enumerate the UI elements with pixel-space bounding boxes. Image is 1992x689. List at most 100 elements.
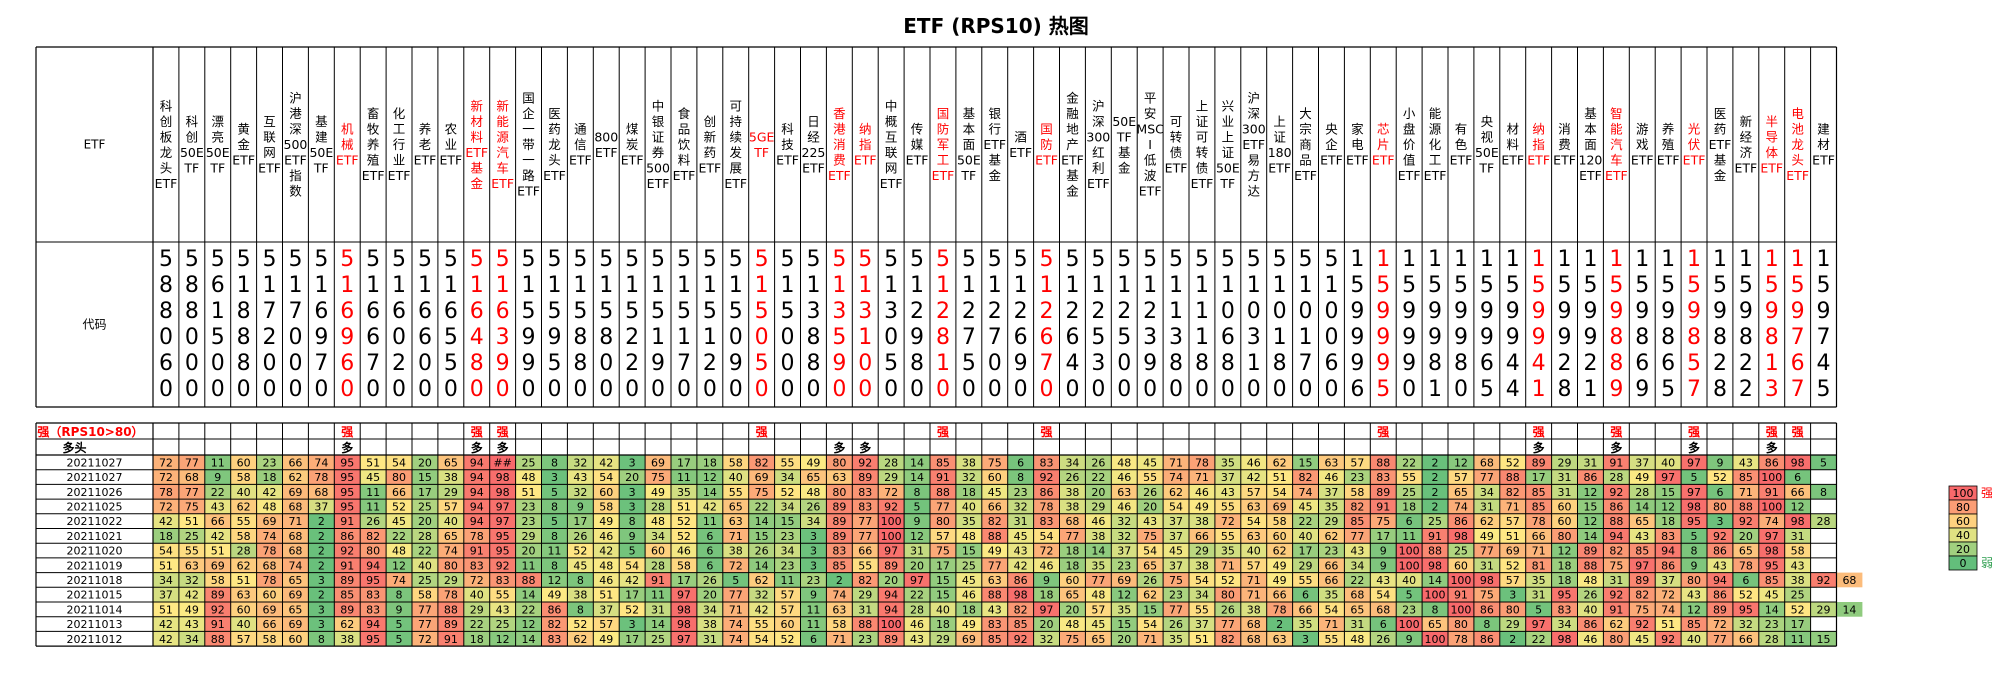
heat-cell — [1137, 543, 1164, 558]
heat-value: 46 — [1583, 633, 1597, 646]
heat-value: 88 — [1428, 545, 1442, 558]
heat-cell — [178, 602, 205, 617]
heat-cell — [204, 543, 231, 558]
heat-cell — [1499, 616, 1526, 632]
heat-value: 15 — [1143, 603, 1157, 616]
heat-cell — [1240, 616, 1267, 632]
heat-value: 9 — [1691, 559, 1698, 572]
heat-cell — [1681, 616, 1707, 632]
heat-cell — [774, 557, 801, 573]
heat-cell — [1007, 484, 1034, 500]
heat-value: 8 — [551, 559, 558, 572]
heat-value: 82 — [858, 574, 872, 587]
heat-cell — [308, 528, 335, 544]
heat-cell — [1784, 484, 1811, 500]
heat-cell — [955, 543, 982, 558]
heat-cell — [1085, 572, 1112, 588]
heat-value: 8 — [551, 456, 558, 469]
heat-value: 89 — [832, 515, 846, 528]
heat-value: 12 — [703, 471, 717, 484]
heat-value: 52 — [1221, 574, 1235, 587]
heat-value: 22 — [418, 545, 432, 558]
heat-cell — [1499, 528, 1526, 544]
heat-cell — [412, 543, 438, 558]
heat-value: 68 — [1065, 515, 1079, 528]
heat-cell — [1603, 499, 1630, 514]
heat-cell — [1240, 602, 1267, 617]
heat-cell — [696, 513, 723, 529]
heat-value: 91 — [1428, 530, 1442, 543]
heat-cell — [1810, 484, 1837, 500]
heat-cell — [1422, 455, 1448, 470]
etf-name: 沪深 300 ETF 易方达 — [1242, 91, 1266, 199]
heat-cell — [1137, 499, 1164, 514]
heat-cell — [463, 455, 490, 470]
heat-value: 8 — [914, 486, 921, 499]
heat-value: 14 — [1428, 574, 1442, 587]
bull-mark: 多 — [1610, 440, 1622, 455]
heat-cell — [1007, 587, 1034, 602]
heat-cell — [153, 499, 179, 514]
heat-value: 91 — [444, 633, 458, 646]
heat-value: 100 — [1761, 471, 1782, 484]
heat-cell — [282, 602, 309, 617]
heat-value: 74 — [314, 456, 328, 469]
heat-cell — [1344, 572, 1371, 588]
heat-cell — [1007, 572, 1034, 588]
heat-value: 28 — [1765, 633, 1779, 646]
heat-cell — [1085, 469, 1112, 485]
heat-cell — [1473, 455, 1500, 470]
row-date: 20211019 — [67, 559, 123, 572]
heat-value: 2 — [1509, 633, 1516, 646]
heat-cell — [800, 513, 827, 529]
heat-value: 42 — [599, 456, 613, 469]
heat-value: 12 — [910, 530, 924, 543]
heat-cell — [748, 557, 775, 573]
heat-value: 37 — [1221, 471, 1235, 484]
heat-cell — [412, 455, 438, 470]
heat-cell — [1681, 602, 1707, 617]
etf-name: 黄金 ETF — [232, 122, 255, 168]
heat-cell — [541, 455, 568, 470]
heat-cell — [360, 528, 387, 544]
heat-cell — [541, 616, 568, 632]
heat-cell — [230, 631, 257, 647]
heat-value: 43 — [185, 618, 199, 631]
heat-cell — [1163, 455, 1189, 470]
heat-cell — [1707, 557, 1733, 573]
heat-value: 75 — [1065, 633, 1079, 646]
heat-value: 57 — [936, 530, 950, 543]
heat-cell — [1448, 528, 1474, 544]
heat-cell — [774, 543, 801, 558]
heat-value: 80 — [832, 486, 846, 499]
heat-cell — [1655, 572, 1682, 588]
heat-value: 66 — [288, 456, 302, 469]
heat-value: 65 — [1350, 603, 1364, 616]
heat-value: 45 — [962, 574, 976, 587]
heat-value: 77 — [936, 500, 950, 513]
heat-value: 97 — [1532, 618, 1546, 631]
heat-value: 74 — [1661, 603, 1675, 616]
heat-cell — [360, 557, 387, 573]
heat-cell — [1732, 484, 1759, 500]
heat-cell — [1059, 602, 1086, 617]
heat-cell — [153, 557, 179, 573]
heat-value: 57 — [237, 633, 251, 646]
heat-value: 17 — [1532, 471, 1546, 484]
heat-value: 88 — [444, 603, 458, 616]
heat-cell — [308, 631, 335, 647]
heat-value: 45 — [1635, 633, 1649, 646]
heat-cell — [904, 572, 930, 588]
heat-value: 46 — [1195, 486, 1209, 499]
heat-value: 32 — [1040, 633, 1054, 646]
heat-value: 8 — [629, 515, 636, 528]
heat-value: 6 — [1794, 471, 1801, 484]
heat-cell — [153, 543, 179, 558]
heat-value: 52 — [625, 603, 639, 616]
heat-cell — [904, 484, 930, 500]
heat-cell — [1111, 602, 1138, 617]
heat-value: 31 — [1480, 500, 1494, 513]
heat-cell — [1448, 499, 1474, 514]
heat-value: 42 — [159, 618, 173, 631]
heat-cell — [1810, 602, 1837, 617]
